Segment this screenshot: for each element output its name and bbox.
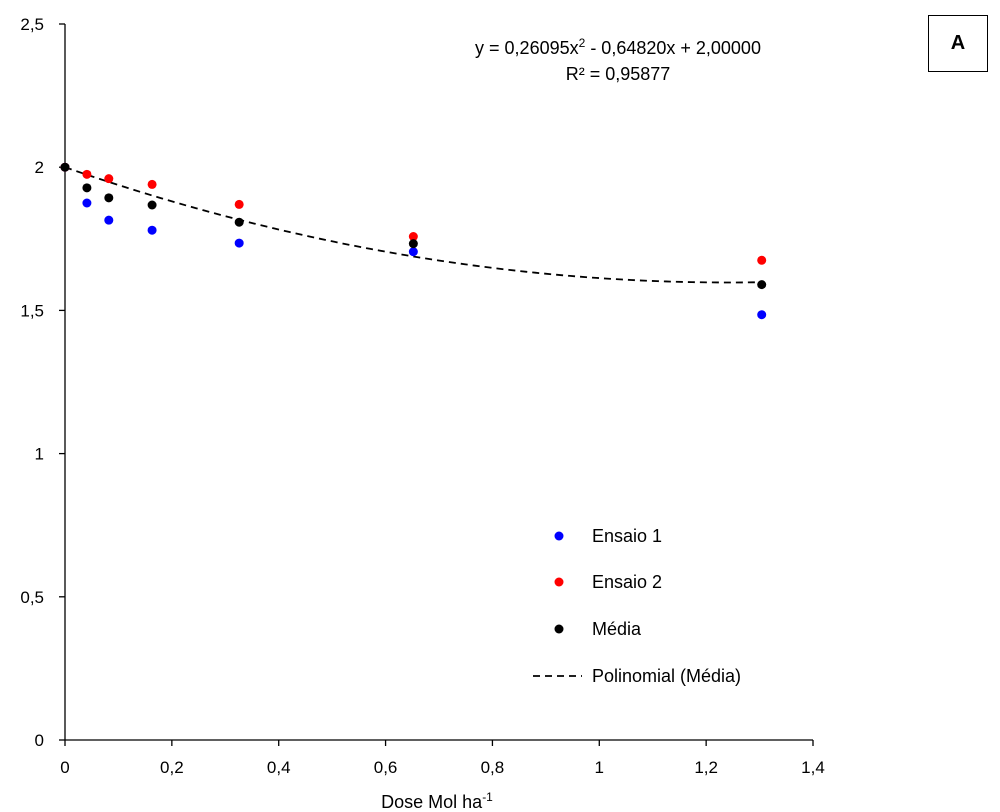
x-tick-label: 0,6 xyxy=(374,758,398,777)
legend-label-ensaio-2: Ensaio 2 xyxy=(592,572,662,592)
y-tick-label: 2,5 xyxy=(20,15,44,34)
data-point-media xyxy=(147,200,157,210)
panel-label-box: A xyxy=(928,15,988,72)
legend-marker-media xyxy=(554,624,564,634)
y-tick-label: 0 xyxy=(35,731,44,750)
data-point-ensaio-2 xyxy=(757,255,767,265)
x-tick-label: 1 xyxy=(595,758,604,777)
x-tick-label: 0,2 xyxy=(160,758,184,777)
legend-marker-ensaio-1 xyxy=(554,531,564,541)
data-point-media xyxy=(408,239,418,249)
legend-label-ensaio-1: Ensaio 1 xyxy=(592,526,662,546)
x-tick-label: 0,4 xyxy=(267,758,291,777)
data-point-media xyxy=(234,217,244,227)
chart-axes xyxy=(64,24,813,741)
x-tick-label: 1,4 xyxy=(801,758,825,777)
panel-label: A xyxy=(950,32,966,54)
y-tick-label: 2 xyxy=(35,158,44,177)
x-tick-label: 1,2 xyxy=(694,758,718,777)
legend: Ensaio 1 Ensaio 2 Média Polinomial (Médi… xyxy=(533,526,741,686)
equation-label: y = 0,26095x2 - 0,64820x + 2,00000 xyxy=(475,36,761,58)
data-point-media xyxy=(757,280,767,290)
data-point-ensaio-1 xyxy=(408,247,418,257)
data-point-media xyxy=(60,162,70,172)
data-point-ensaio-1 xyxy=(757,310,767,320)
y-tick-label: 1 xyxy=(35,445,44,464)
data-point-ensaio-1 xyxy=(147,225,157,235)
data-point-media xyxy=(104,193,114,203)
data-point-ensaio-2 xyxy=(234,199,244,209)
data-point-ensaio-2 xyxy=(82,169,92,179)
data-point-ensaio-2 xyxy=(147,179,157,189)
legend-label-media: Média xyxy=(592,619,642,639)
y-tick-label: 0,5 xyxy=(20,588,44,607)
legend-label-trendline: Polinomial (Média) xyxy=(592,666,741,686)
r-squared-label: R² = 0,95877 xyxy=(566,64,671,84)
trendline-polinomial-media xyxy=(64,166,762,284)
y-tick-label: 1,5 xyxy=(20,301,44,320)
legend-marker-ensaio-2 xyxy=(554,577,564,587)
x-tick-group: 0 0,2 0,4 0,6 0,8 1 1,2 1,4 xyxy=(60,740,825,777)
data-point-media xyxy=(82,183,92,193)
data-point-ensaio-2 xyxy=(408,232,418,242)
data-point-ensaio-1 xyxy=(104,215,114,225)
data-points-group xyxy=(60,162,767,320)
data-point-ensaio-1 xyxy=(82,198,92,208)
x-tick-label: 0 xyxy=(60,758,69,777)
data-point-ensaio-1 xyxy=(234,238,244,248)
x-axis-title: Dose Mol ha-1 xyxy=(381,790,493,812)
data-point-ensaio-2 xyxy=(104,174,114,184)
x-tick-label: 0,8 xyxy=(481,758,505,777)
y-tick-group: 0 0,5 1 1,5 2 2,5 xyxy=(20,15,65,750)
